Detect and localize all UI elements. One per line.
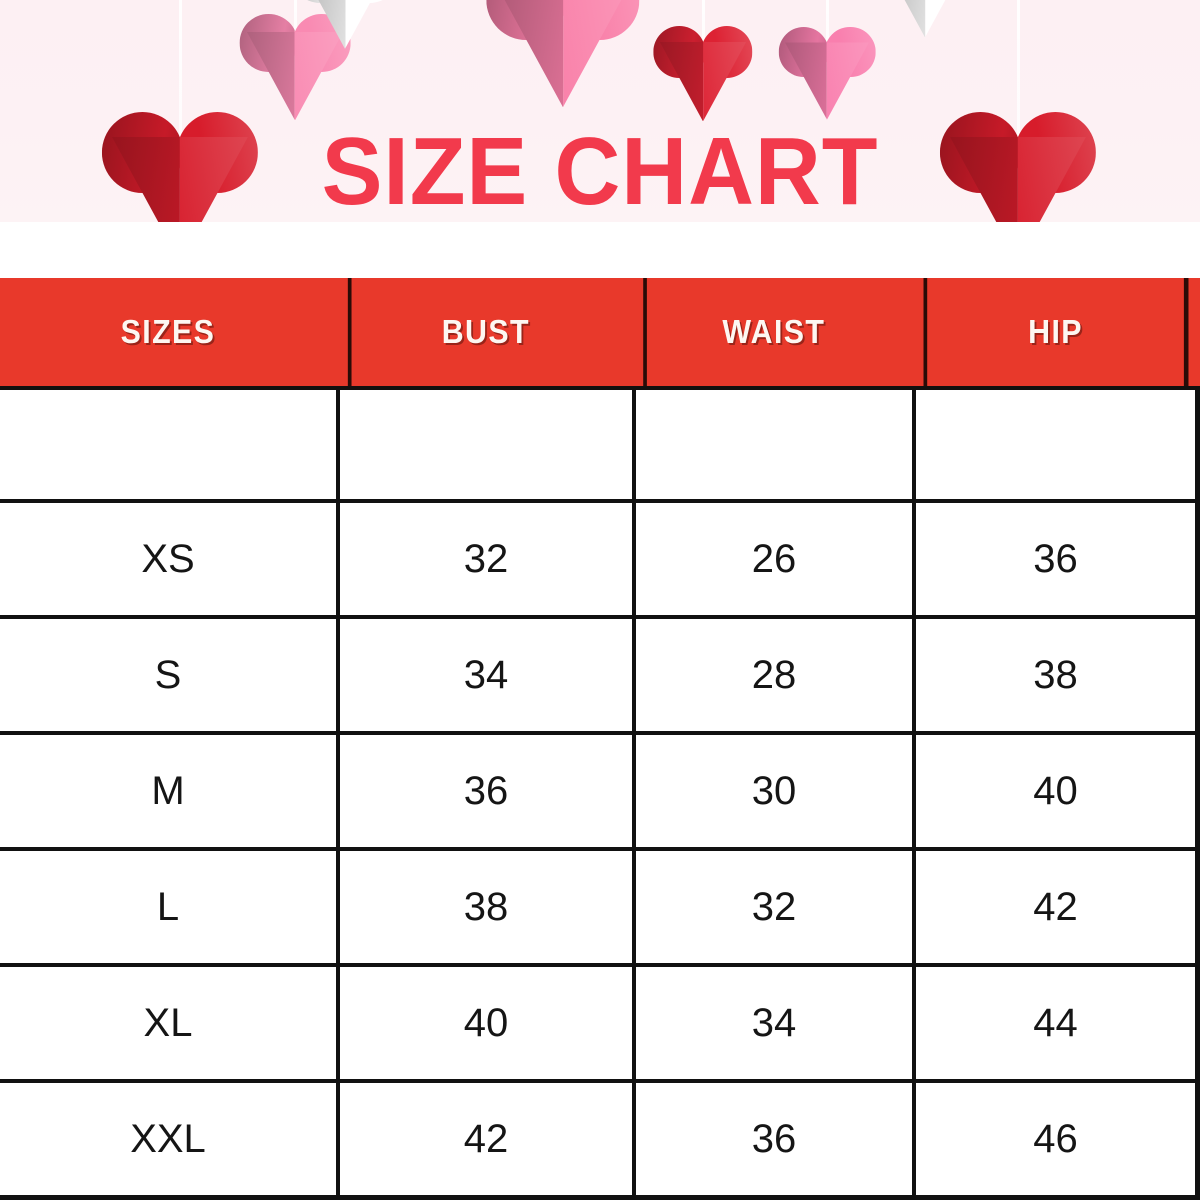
heart-white-top-icon: [292, 0, 398, 53]
column-header-sizes: SIZES: [120, 313, 216, 350]
heart-fold-left: [875, 0, 925, 41]
heart-red-large-right-icon: [939, 112, 1097, 222]
cell-hip: 38: [912, 619, 1200, 731]
heart-red-small-top-icon: [653, 26, 753, 125]
column-header-waist: WAIST: [643, 278, 901, 386]
cell-hip: 36: [912, 503, 1200, 615]
heart-pink-large-top-icon: [486, 0, 640, 113]
cell-waist: [632, 390, 912, 499]
table-row: M 36 30 40: [0, 735, 1200, 851]
heart-thread: [826, 0, 829, 58]
cell-bust: 38: [336, 851, 632, 963]
table-row: [0, 390, 1200, 503]
heart-white-top-right-icon: [875, 0, 974, 41]
column-header-bust: BUST: [347, 278, 620, 386]
cell-waist: 32: [632, 851, 912, 963]
table-row: XXL 42 36 46: [0, 1083, 1200, 1200]
cell-bust: 32: [336, 503, 632, 615]
heart-thread: [702, 0, 705, 58]
cell-hip: 46: [912, 1083, 1200, 1195]
heart-fold-left: [292, 0, 345, 53]
heart-fold-left: [653, 26, 703, 125]
cell-hip: 42: [912, 851, 1200, 963]
cell-bust: 36: [336, 735, 632, 847]
heart-fold-left: [101, 112, 180, 222]
cell-size: XS: [141, 536, 195, 581]
size-chart-table: SIZES BUST WAIST HIP XS 32 26 36 S 34 28…: [0, 278, 1200, 1200]
heart-fold-right: [344, 0, 398, 53]
cell-waist: 30: [632, 735, 912, 847]
heart-fold-right: [924, 0, 975, 41]
cell-size: S: [154, 652, 182, 697]
cell-waist: 36: [632, 1083, 912, 1195]
heart-thread: [294, 0, 297, 50]
heart-thread: [179, 0, 182, 162]
heart-fold-right: [826, 27, 876, 124]
heart-fold-left: [239, 14, 295, 125]
cell-size: XL: [143, 1000, 193, 1045]
heart-pink-small-top-icon: [778, 27, 876, 124]
cell-size: M: [151, 768, 185, 813]
cell-bust: 40: [336, 967, 632, 1079]
cell-size: [0, 390, 336, 499]
heart-fold-left: [939, 112, 1018, 222]
table-row: XS 32 26 36: [0, 503, 1200, 619]
cell-bust: [336, 390, 632, 499]
heart-fold-left: [486, 0, 563, 113]
heart-fold-right: [295, 14, 351, 125]
table-row: L 38 32 42: [0, 851, 1200, 967]
cell-hip: 40: [912, 735, 1200, 847]
heart-fold-right: [180, 112, 259, 222]
heart-pink-top-left-icon: [239, 14, 351, 125]
heart-fold-left: [778, 27, 827, 124]
cell-bust: 34: [336, 619, 632, 731]
cell-size: L: [156, 884, 180, 929]
cell-bust: 42: [336, 1083, 632, 1195]
table-header-row: SIZES BUST WAIST HIP: [0, 278, 1200, 390]
heart-fold-right: [562, 0, 640, 113]
cell-waist: 28: [632, 619, 912, 731]
banner-header: SIZE CHART: [0, 0, 1200, 222]
page-title: SIZE CHART: [321, 118, 879, 222]
heart-fold-right: [1018, 112, 1097, 222]
column-header-hip: HIP: [923, 278, 1189, 386]
cell-size: XXL: [130, 1116, 206, 1161]
heart-red-large-left-icon: [101, 112, 259, 222]
cell-waist: 26: [632, 503, 912, 615]
table-row: S 34 28 38: [0, 619, 1200, 735]
heart-thread: [1017, 0, 1020, 162]
table-row: XL 40 34 44: [0, 967, 1200, 1083]
cell-waist: 34: [632, 967, 912, 1079]
cell-hip: 44: [912, 967, 1200, 1079]
cell-hip: [912, 390, 1200, 499]
heart-fold-right: [702, 26, 753, 125]
